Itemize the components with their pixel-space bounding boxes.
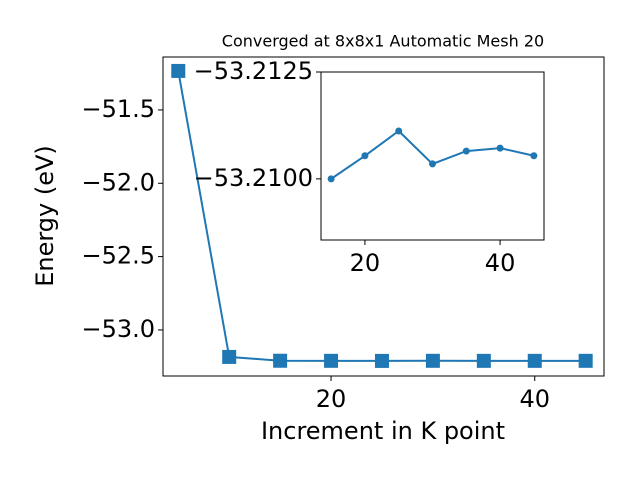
axes-frame (320, 71, 545, 241)
marker (530, 152, 538, 160)
y-tick-label: −53.2125 (194, 57, 313, 85)
marker (171, 63, 186, 78)
marker (222, 349, 237, 364)
x-axis-label: Increment in K point (261, 417, 505, 445)
axes-frame (162, 56, 605, 377)
plot-area (321, 72, 544, 240)
marker (374, 353, 389, 368)
marker (327, 175, 335, 183)
marker (476, 353, 491, 368)
marker (395, 127, 403, 135)
marker (429, 160, 436, 168)
x-tick-label: 20 (316, 385, 347, 413)
chart-title: Converged at 8x8x1 Automatic Mesh 20 (222, 32, 544, 51)
x-tick-label: 20 (350, 249, 381, 277)
y-tick-label: −53.0 (81, 315, 155, 343)
marker (425, 353, 440, 368)
marker (361, 152, 369, 160)
y-tick-label: −51.5 (81, 95, 155, 123)
marker (462, 147, 470, 155)
marker (527, 353, 542, 368)
marker (496, 144, 504, 152)
x-tick-label: 40 (485, 249, 516, 277)
marker (273, 353, 288, 368)
marker (324, 353, 339, 368)
x-tick-label: 40 (519, 385, 550, 413)
marker (578, 353, 593, 368)
y-tick-label: −52.5 (81, 242, 155, 270)
y-tick-label: −52.0 (81, 168, 155, 196)
y-axis-label: Energy (eV) (31, 145, 59, 287)
y-tick-label: −53.2100 (194, 164, 313, 192)
